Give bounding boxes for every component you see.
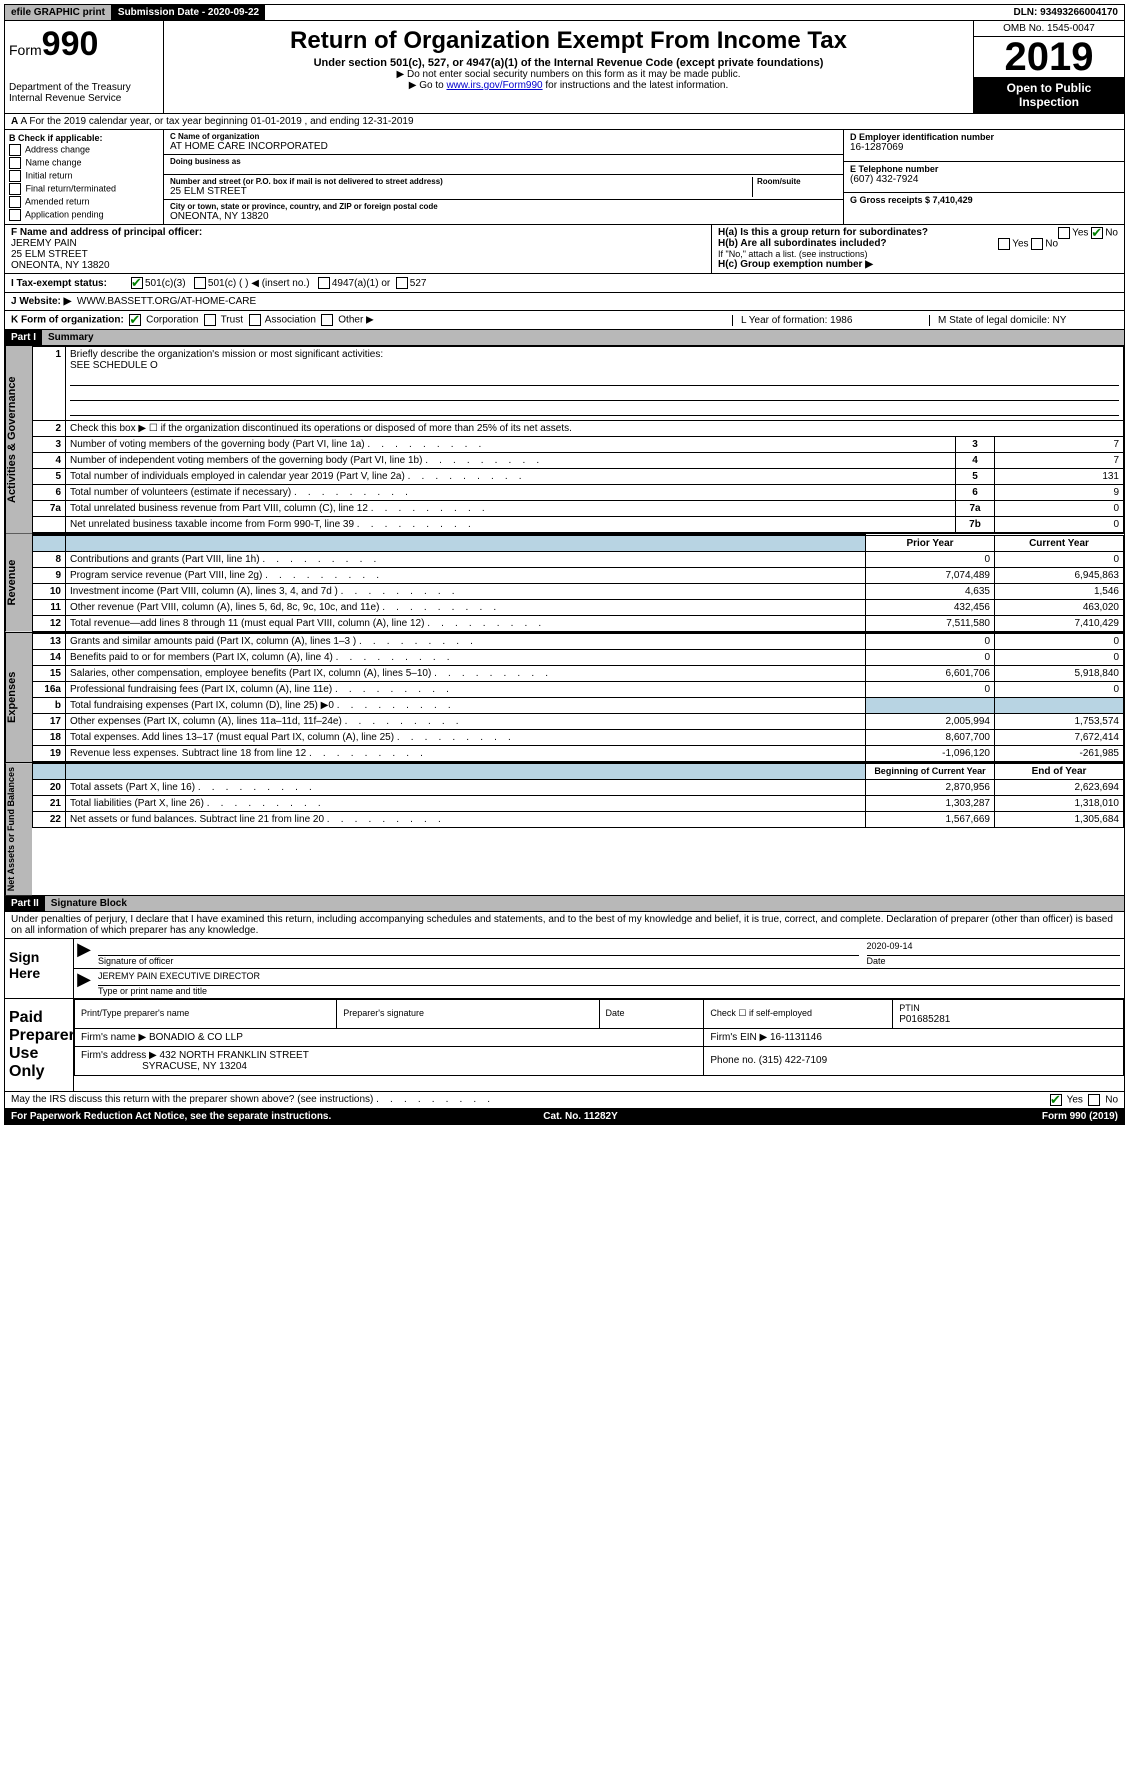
sign-here-section: Sign Here ▶ Signature of officer 2020-09… [4,939,1125,999]
part1-revenue: Revenue Prior Year Current Year 8Contrib… [4,534,1125,633]
part1-governance: Activities & Governance 1 Briefly descri… [4,346,1125,534]
part1-header: Part I Summary [4,330,1125,346]
checkbox-discuss-yes[interactable] [1050,1094,1062,1106]
officer-typed-name: JEREMY PAIN EXECUTIVE DIRECTOR [98,971,1120,986]
hb-subordinates: H(b) Are all subordinates included? Yes … [718,238,1118,249]
top-bar: efile GRAPHIC print Submission Date - 20… [4,4,1125,21]
tax-year: 2019 [974,37,1124,77]
col-b-checkboxes: B Check if applicable: Address change Na… [5,130,164,224]
checkbox-501c3[interactable] [131,277,143,289]
officer-name: JEREMY PAIN [11,238,705,249]
row-j-website: J Website: ▶ WWW.BASSETT.ORG/AT-HOME-CAR… [4,293,1125,311]
submission-date: Submission Date - 2020-09-22 [112,5,265,20]
form-number: Form990 [9,25,159,64]
website: WWW.BASSETT.ORG/AT-HOME-CARE [77,296,256,307]
year-formation: L Year of formation: 1986 [732,315,921,326]
subtitle-2: ▶ Do not enter social security numbers o… [168,69,969,80]
ein: 16-1287069 [850,142,1118,153]
mission: SEE SCHEDULE O [70,360,158,371]
part1-netassets: Net Assets or Fund Balances Beginning of… [4,763,1125,896]
phone: (607) 432-7924 [850,174,1118,185]
row-i-tax-status: I Tax-exempt status: 501(c)(3) 501(c) ( … [4,274,1125,293]
row-a-period: A A For the 2019 calendar year, or tax y… [4,114,1125,130]
checkbox-corporation[interactable] [129,314,141,326]
state-domicile: M State of legal domicile: NY [929,315,1118,326]
org-city: ONEONTA, NY 13820 [170,211,837,222]
footer: For Paperwork Reduction Act Notice, see … [4,1109,1125,1125]
col-c-org-info: C Name of organization AT HOME CARE INCO… [164,130,843,224]
checkbox-name-change[interactable] [9,157,21,169]
gross-receipts: G Gross receipts $ 7,410,429 [850,195,1118,205]
paid-preparer-section: Paid Preparer Use Only Print/Type prepar… [4,999,1125,1092]
department: Department of the Treasury Internal Reve… [9,82,159,104]
subtitle-3: ▶ Go to www.irs.gov/Form990 for instruct… [168,80,969,91]
firm-phone: (315) 422-7109 [759,1055,827,1066]
section-fh: F Name and address of principal officer:… [4,225,1125,274]
row-klm: K Form of organization: Corporation Trus… [4,311,1125,330]
form-title: Return of Organization Exempt From Incom… [168,27,969,55]
checkbox-ha-no[interactable] [1091,227,1103,239]
part1-expenses: Expenses 13Grants and similar amounts pa… [4,633,1125,763]
section-bcdeg: B Check if applicable: Address change Na… [4,130,1125,225]
ptin: P01685281 [899,1014,950,1025]
subtitle-1: Under section 501(c), 527, or 4947(a)(1)… [168,57,969,69]
col-deg: D Employer identification number 16-1287… [843,130,1124,224]
checkbox-app-pending[interactable] [9,209,21,221]
irs-link[interactable]: www.irs.gov/Form990 [446,80,542,91]
dln: DLN: 93493266004170 [1007,5,1124,20]
org-address: 25 ELM STREET [170,186,748,197]
hc-group-exempt: H(c) Group exemption number ▶ [718,259,1118,270]
checkbox-initial-return[interactable] [9,170,21,182]
firm-name: BONADIO & CO LLP [149,1032,243,1043]
org-name: AT HOME CARE INCORPORATED [170,141,837,152]
firm-addr: 432 NORTH FRANKLIN STREET [160,1050,309,1061]
check-self-employed[interactable]: Check ☐ if self-employed [704,999,893,1028]
firm-ein: 16-1131146 [770,1032,822,1043]
ha-group-return: H(a) Is this a group return for subordin… [718,227,1118,238]
discuss-row: May the IRS discuss this return with the… [4,1092,1125,1109]
sig-date: 2020-09-14 [867,941,1121,956]
perjury-statement: Under penalties of perjury, I declare th… [4,912,1125,939]
form-header: Form990 Department of the Treasury Inter… [4,21,1125,114]
open-public: Open to Public Inspection [974,77,1124,113]
efile-label[interactable]: efile GRAPHIC print [5,5,112,20]
checkbox-final-return[interactable] [9,183,21,195]
checkbox-amended[interactable] [9,196,21,208]
checkbox-address-change[interactable] [9,144,21,156]
part2-header: Part II Signature Block [4,896,1125,912]
